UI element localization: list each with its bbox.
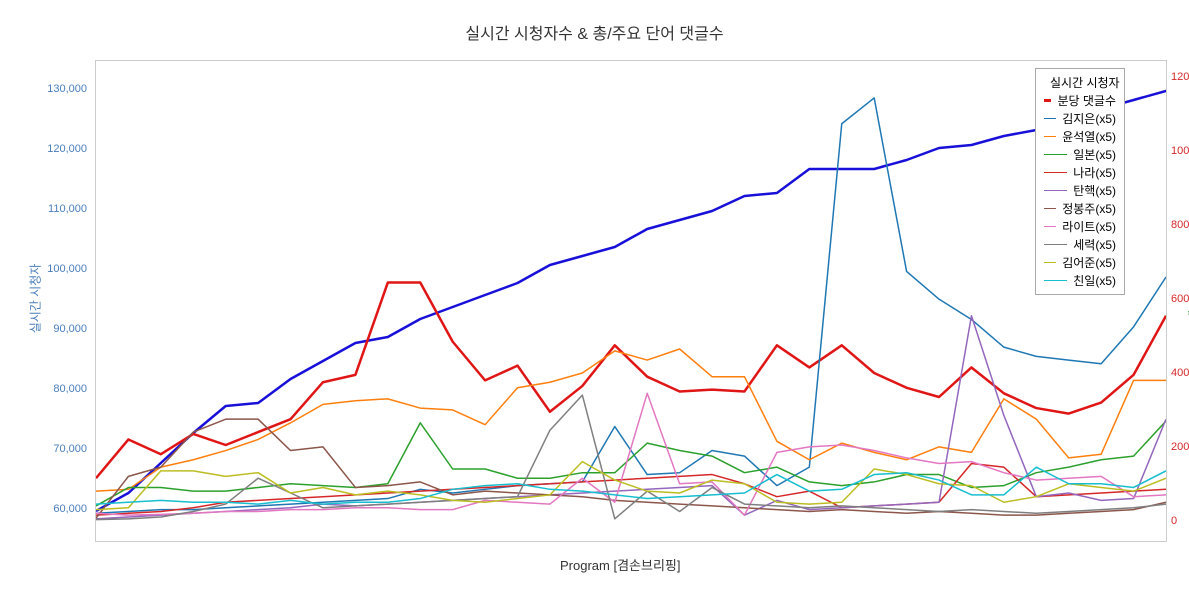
y2-tick-label: 0	[1171, 515, 1177, 527]
y2-axis-label: 댓글수	[1185, 310, 1189, 321]
legend-swatch	[1044, 244, 1067, 246]
legend-label: 실시간 시청자	[1050, 74, 1120, 91]
y1-tick-label: 60,000	[20, 503, 87, 515]
legend-label: 분당 댓글수	[1057, 92, 1116, 109]
series-line	[96, 98, 1166, 513]
y1-axis-label: 실시간 시청자	[26, 264, 43, 334]
legend-item: 분당 댓글수	[1044, 92, 1116, 109]
y2-tick-label: 800	[1171, 219, 1189, 231]
chart-container: 실시간 시청자수 & 총/주요 단어 댓글수 60,000 70,000 80,00…	[20, 20, 1169, 572]
y2-tick-label: 400	[1171, 367, 1189, 379]
legend-item: 탄핵(x5)	[1044, 182, 1116, 199]
legend-label: 탄핵(x5)	[1073, 182, 1116, 199]
legend-item: 실시간 시청자	[1044, 74, 1116, 91]
legend-swatch	[1044, 136, 1056, 138]
y1-tick-label: 110,000	[20, 203, 87, 215]
legend-swatch	[1044, 99, 1051, 102]
legend-item: 정봉주(x5)	[1044, 200, 1116, 217]
legend: 실시간 시청자분당 댓글수김지은(x5)윤석열(x5)일본(x5)나라(x5)탄…	[1035, 68, 1125, 295]
legend-item: 윤석열(x5)	[1044, 128, 1116, 145]
legend-label: 세력(x5)	[1073, 236, 1116, 253]
legend-item: 김어준(x5)	[1044, 254, 1116, 271]
legend-label: 친일(x5)	[1073, 272, 1116, 289]
chart-svg	[96, 61, 1166, 541]
chart-title: 실시간 시청자수 & 총/주요 단어 댓글수	[20, 20, 1169, 44]
legend-swatch	[1044, 190, 1067, 192]
legend-item: 라이트(x5)	[1044, 218, 1116, 235]
legend-label: 정봉주(x5)	[1062, 200, 1116, 217]
y1-tick-label: 80,000	[20, 383, 87, 395]
legend-label: 김지은(x5)	[1062, 110, 1116, 127]
legend-swatch	[1044, 226, 1056, 228]
legend-label: 라이트(x5)	[1062, 218, 1116, 235]
legend-swatch	[1044, 172, 1067, 174]
legend-swatch	[1044, 280, 1067, 282]
legend-swatch	[1044, 208, 1056, 210]
y1-tick-label: 120,000	[20, 143, 87, 155]
y2-tick-label: 600	[1171, 293, 1189, 305]
legend-swatch	[1044, 118, 1056, 120]
legend-label: 나라(x5)	[1073, 164, 1116, 181]
y2-tick-label: 1200	[1171, 71, 1189, 83]
legend-label: 김어준(x5)	[1062, 254, 1116, 271]
legend-item: 김지은(x5)	[1044, 110, 1116, 127]
legend-swatch	[1044, 154, 1067, 156]
legend-item: 친일(x5)	[1044, 272, 1116, 289]
x-axis-label: Program [겸손브리핑]	[560, 555, 680, 574]
y2-tick-label: 200	[1171, 441, 1189, 453]
plot-area	[95, 60, 1167, 542]
legend-label: 윤석열(x5)	[1062, 128, 1116, 145]
y1-tick-label: 70,000	[20, 443, 87, 455]
legend-item: 일본(x5)	[1044, 146, 1116, 163]
series-line	[96, 463, 1166, 515]
y1-tick-label: 130,000	[20, 83, 87, 95]
legend-label: 일본(x5)	[1073, 146, 1116, 163]
y2-tick-label: 1000	[1171, 145, 1189, 157]
legend-swatch	[1044, 262, 1056, 264]
legend-item: 나라(x5)	[1044, 164, 1116, 181]
legend-item: 세력(x5)	[1044, 236, 1116, 253]
